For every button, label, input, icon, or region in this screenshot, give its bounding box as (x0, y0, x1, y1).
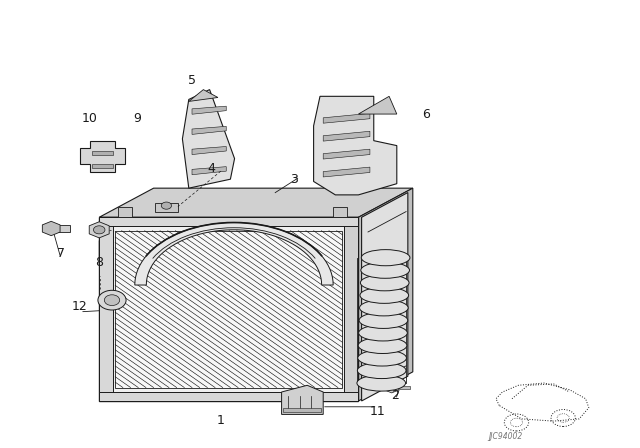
Polygon shape (192, 146, 227, 155)
Polygon shape (333, 207, 347, 217)
Text: 7: 7 (57, 246, 65, 260)
Polygon shape (323, 131, 370, 141)
Polygon shape (314, 96, 397, 195)
Ellipse shape (361, 262, 410, 278)
Text: 6: 6 (422, 108, 429, 121)
Circle shape (93, 226, 105, 234)
Polygon shape (323, 167, 370, 177)
Polygon shape (282, 385, 323, 414)
Polygon shape (399, 386, 410, 389)
Polygon shape (99, 392, 358, 401)
Polygon shape (323, 149, 370, 159)
Polygon shape (115, 231, 342, 388)
Ellipse shape (360, 287, 408, 303)
Text: 1: 1 (217, 414, 225, 427)
Text: 10: 10 (82, 112, 97, 125)
Text: 11: 11 (370, 405, 385, 418)
Text: JJC94002: JJC94002 (488, 432, 523, 441)
Text: 12: 12 (72, 300, 88, 314)
Circle shape (104, 295, 120, 306)
Polygon shape (192, 106, 227, 114)
Polygon shape (362, 193, 408, 401)
Polygon shape (118, 207, 132, 217)
Ellipse shape (357, 375, 406, 391)
Polygon shape (42, 221, 60, 236)
Polygon shape (192, 167, 227, 175)
Polygon shape (99, 217, 358, 401)
Polygon shape (51, 225, 70, 232)
Circle shape (98, 290, 126, 310)
Polygon shape (99, 217, 113, 401)
Text: 5: 5 (188, 74, 196, 87)
Polygon shape (358, 96, 397, 114)
Polygon shape (344, 217, 358, 401)
Text: 3: 3 (291, 172, 298, 186)
Polygon shape (99, 188, 413, 217)
Polygon shape (155, 203, 178, 212)
Text: 2: 2 (392, 388, 399, 402)
Ellipse shape (358, 337, 407, 353)
Polygon shape (192, 126, 227, 134)
Polygon shape (80, 141, 125, 172)
Polygon shape (189, 90, 218, 101)
Polygon shape (92, 164, 113, 168)
Ellipse shape (362, 250, 410, 266)
Polygon shape (385, 382, 398, 393)
Ellipse shape (360, 275, 409, 291)
Polygon shape (92, 151, 113, 155)
Polygon shape (283, 408, 321, 412)
Polygon shape (323, 113, 370, 123)
Ellipse shape (358, 350, 406, 366)
Text: 9: 9 (134, 112, 141, 125)
Polygon shape (358, 188, 413, 401)
Ellipse shape (357, 362, 406, 379)
Polygon shape (99, 217, 358, 226)
Text: 8: 8 (95, 255, 103, 269)
Ellipse shape (358, 325, 407, 341)
Ellipse shape (360, 300, 408, 316)
Ellipse shape (359, 312, 408, 328)
Polygon shape (182, 90, 235, 188)
Circle shape (161, 202, 172, 209)
Text: 4: 4 (207, 161, 215, 175)
Polygon shape (89, 222, 109, 238)
Polygon shape (135, 223, 333, 285)
